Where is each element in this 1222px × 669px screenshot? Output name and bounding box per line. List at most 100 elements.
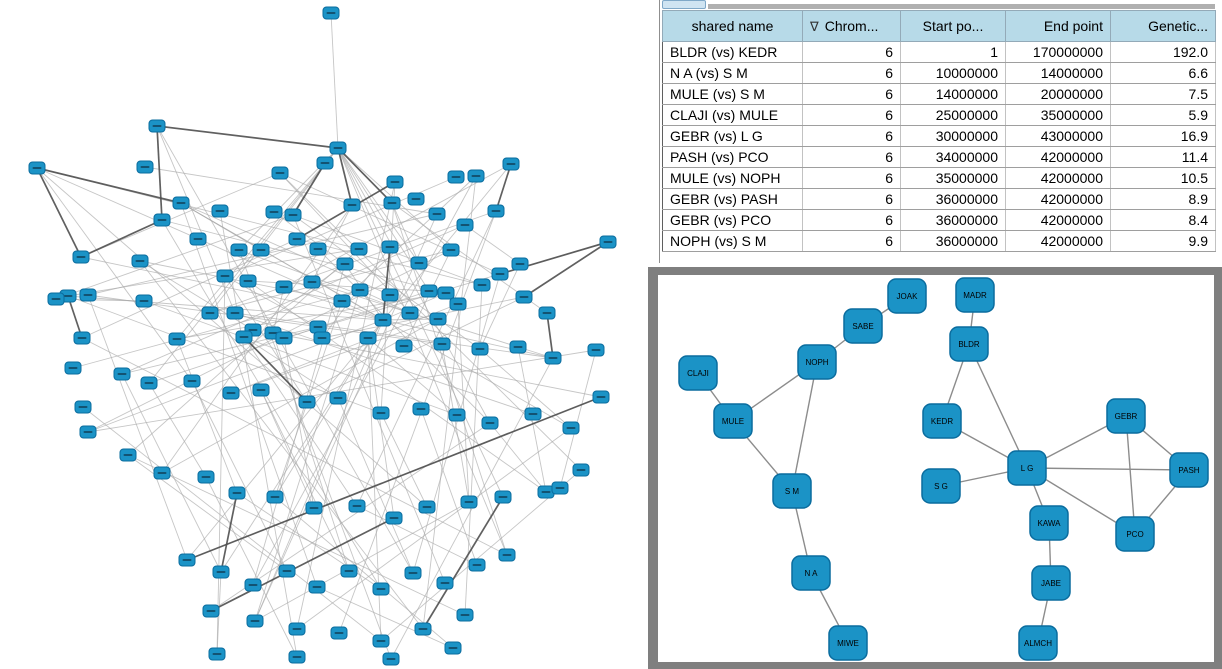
cell[interactable]: CLAJI (vs) MULE — [662, 104, 803, 126]
network-node[interactable] — [487, 204, 505, 218]
network-node[interactable] — [511, 257, 529, 271]
network-node[interactable] — [515, 290, 533, 304]
network-node[interactable] — [572, 463, 590, 477]
cell[interactable]: 42000000 — [1005, 188, 1111, 210]
network-edge-GEBR-PCO[interactable] — [1125, 415, 1136, 535]
node-BLDR[interactable]: BLDR — [949, 326, 989, 362]
network-node[interactable] — [322, 6, 340, 20]
network-node[interactable] — [288, 650, 306, 664]
network-node[interactable] — [444, 641, 462, 655]
network-edge-BLDR-L G[interactable] — [968, 343, 1028, 469]
cell[interactable]: 6 — [802, 167, 901, 189]
cell[interactable]: PASH (vs) PCO — [662, 146, 803, 168]
network-node[interactable] — [244, 578, 262, 592]
network-node[interactable] — [410, 256, 428, 270]
filter-icon[interactable]: ∇ — [810, 18, 819, 34]
network-node[interactable] — [305, 501, 323, 515]
network-edge-L G-PASH[interactable] — [1026, 467, 1190, 471]
cell[interactable]: GEBR (vs) PCO — [662, 209, 803, 231]
network-node[interactable] — [382, 652, 400, 666]
node-LG[interactable]: L G — [1007, 450, 1047, 486]
network-node[interactable] — [73, 331, 91, 345]
network-node[interactable] — [448, 408, 466, 422]
column-header-genetic[interactable]: Genetic... — [1110, 10, 1216, 42]
cell[interactable]: 20000000 — [1005, 83, 1111, 105]
cell[interactable]: MULE (vs) S M — [662, 83, 803, 105]
network-node[interactable] — [544, 351, 562, 365]
network-node[interactable] — [562, 421, 580, 435]
network-node[interactable] — [119, 448, 137, 462]
network-node[interactable] — [467, 169, 485, 183]
cell[interactable]: 6 — [802, 209, 901, 231]
network-node[interactable] — [456, 608, 474, 622]
network-node[interactable] — [524, 407, 542, 421]
table-row[interactable]: GEBR (vs) PCO 6 36000000 42000000 8.4 — [662, 209, 1216, 231]
network-node[interactable] — [246, 614, 264, 628]
table-row[interactable]: MULE (vs) S M 6 14000000 20000000 7.5 — [662, 83, 1216, 105]
network-node[interactable] — [395, 339, 413, 353]
network-node[interactable] — [136, 160, 154, 174]
cell[interactable]: 34000000 — [900, 146, 1006, 168]
network-node[interactable] — [153, 213, 171, 227]
table-row[interactable]: NOPH (vs) S M 6 36000000 42000000 9.9 — [662, 230, 1216, 252]
network-node[interactable] — [372, 406, 390, 420]
network-node[interactable] — [456, 218, 474, 232]
network-node[interactable] — [275, 280, 293, 294]
network-node[interactable] — [330, 626, 348, 640]
node-PCO[interactable]: PCO — [1115, 516, 1155, 552]
column-header-chrom[interactable]: ∇ Chrom... — [802, 10, 901, 42]
network-node[interactable] — [74, 400, 92, 414]
network-node[interactable] — [239, 274, 257, 288]
network-node[interactable] — [509, 340, 527, 354]
cell[interactable]: MULE (vs) NOPH — [662, 167, 803, 189]
cell[interactable]: 42000000 — [1005, 209, 1111, 231]
table-row[interactable]: N A (vs) S M 6 10000000 14000000 6.6 — [662, 62, 1216, 84]
table-row[interactable]: GEBR (vs) PASH 6 36000000 42000000 8.9 — [662, 188, 1216, 210]
network-node[interactable] — [407, 192, 425, 206]
network-node[interactable] — [309, 242, 327, 256]
network-node[interactable] — [460, 495, 478, 509]
network-node[interactable] — [538, 306, 556, 320]
network-node[interactable] — [131, 254, 149, 268]
network-node[interactable] — [284, 208, 302, 222]
network-node[interactable] — [222, 386, 240, 400]
table-scroll-tab[interactable] — [662, 0, 706, 9]
network-node[interactable] — [230, 243, 248, 257]
network-node[interactable] — [386, 175, 404, 189]
network-node[interactable] — [336, 257, 354, 271]
network-node[interactable] — [429, 312, 447, 326]
node-ALMCH[interactable]: ALMCH — [1018, 625, 1058, 661]
cell[interactable]: 35000000 — [1005, 104, 1111, 126]
cell[interactable]: 192.0 — [1110, 41, 1216, 63]
network-node[interactable] — [442, 243, 460, 257]
network-node[interactable] — [551, 481, 569, 495]
table-row[interactable]: CLAJI (vs) MULE 6 25000000 35000000 5.9 — [662, 104, 1216, 126]
cell[interactable]: BLDR (vs) KEDR — [662, 41, 803, 63]
cell[interactable]: 42000000 — [1005, 167, 1111, 189]
network-node[interactable] — [420, 284, 438, 298]
network-node[interactable] — [494, 490, 512, 504]
table-horizontal-scrollbar[interactable] — [708, 4, 1215, 9]
cell[interactable]: 36000000 — [900, 230, 1006, 252]
network-node[interactable] — [381, 240, 399, 254]
network-node[interactable] — [383, 196, 401, 210]
network-node[interactable] — [298, 395, 316, 409]
table-row[interactable]: GEBR (vs) L G 6 30000000 43000000 16.9 — [662, 125, 1216, 147]
network-node[interactable] — [372, 634, 390, 648]
network-node[interactable] — [473, 278, 491, 292]
cell[interactable]: 8.4 — [1110, 209, 1216, 231]
cell[interactable]: 36000000 — [900, 209, 1006, 231]
cell[interactable]: 1 — [900, 41, 1006, 63]
network-node[interactable] — [481, 416, 499, 430]
cell[interactable]: 43000000 — [1005, 125, 1111, 147]
network-node[interactable] — [468, 558, 486, 572]
cell[interactable]: 6 — [802, 230, 901, 252]
network-node[interactable] — [592, 390, 610, 404]
network-node[interactable] — [288, 622, 306, 636]
network-node[interactable] — [113, 367, 131, 381]
cell[interactable]: N A (vs) S M — [662, 62, 803, 84]
node-SG[interactable]: S G — [921, 468, 961, 504]
network-node[interactable] — [418, 500, 436, 514]
network-node[interactable] — [252, 243, 270, 257]
network-node[interactable] — [414, 622, 432, 636]
